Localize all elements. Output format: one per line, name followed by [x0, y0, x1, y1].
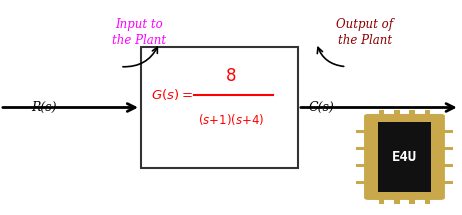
Circle shape: [428, 193, 439, 198]
Bar: [440, 181, 453, 184]
Circle shape: [370, 193, 381, 198]
Text: Output of
the Plant: Output of the Plant: [336, 18, 394, 47]
Bar: [378, 122, 431, 192]
FancyBboxPatch shape: [364, 114, 445, 200]
Bar: [425, 198, 431, 204]
Bar: [378, 198, 384, 204]
Bar: [440, 164, 453, 167]
Bar: [409, 198, 415, 204]
Bar: [409, 110, 415, 116]
Bar: [440, 130, 453, 133]
Text: E4U: E4U: [392, 150, 417, 164]
Text: R(s): R(s): [31, 101, 57, 114]
Bar: [356, 181, 369, 184]
Text: $(s{+}1)(s{+}4)$: $(s{+}1)(s{+}4)$: [198, 112, 264, 127]
Bar: [440, 147, 453, 150]
Bar: [356, 130, 369, 133]
Text: Input to
the Plant: Input to the Plant: [111, 18, 166, 47]
Text: $G(s){=}$: $G(s){=}$: [151, 87, 193, 102]
Bar: [378, 110, 384, 116]
Bar: [141, 47, 298, 168]
Text: $8$: $8$: [225, 68, 237, 85]
Text: C(s): C(s): [308, 101, 334, 114]
Bar: [394, 110, 400, 116]
Bar: [356, 164, 369, 167]
Bar: [356, 147, 369, 150]
Circle shape: [370, 116, 381, 121]
Circle shape: [428, 116, 439, 121]
Bar: [394, 198, 400, 204]
Bar: [425, 110, 431, 116]
